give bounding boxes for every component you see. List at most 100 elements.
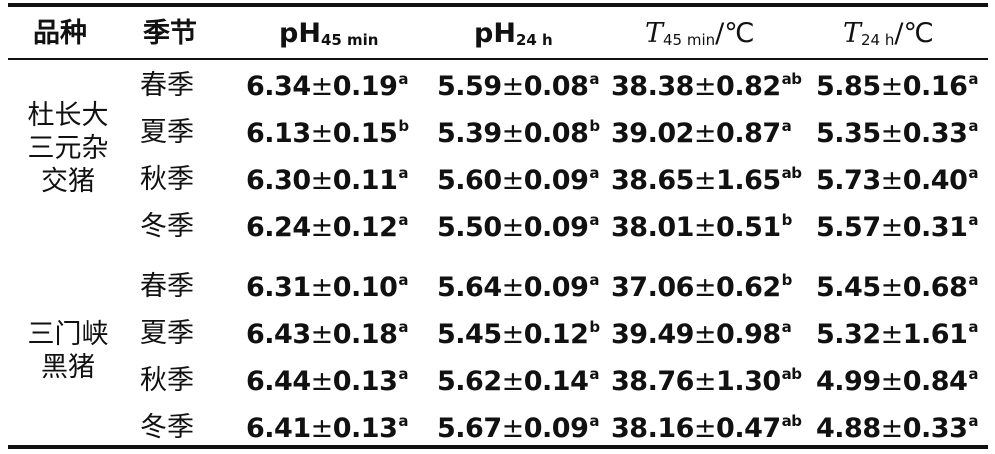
significance-letter: a <box>398 211 408 229</box>
value-cell-ph45: 6.43±0.18a <box>246 319 408 350</box>
plus-minus-symbol: ± <box>880 118 904 149</box>
plus-minus-symbol: ± <box>693 118 717 149</box>
breed-label-line: 三元杂 <box>27 133 109 164</box>
sd-value: 1.30 <box>716 366 781 397</box>
value-cell-ph24: 5.62±0.14a <box>437 366 599 397</box>
plus-minus-symbol: ± <box>693 366 717 397</box>
sd-value: 0.12 <box>332 212 398 243</box>
value-cell-t45: 37.06±0.62b <box>611 271 793 303</box>
sd-value: 0.13 <box>332 366 398 397</box>
significance-letter: a <box>398 164 408 182</box>
season-cell: 秋季 <box>140 164 194 195</box>
mean-value: 5.35 <box>816 118 881 149</box>
value-cell-t45: 38.16±0.47ab <box>611 413 802 444</box>
sd-value: 0.51 <box>716 212 781 243</box>
value-cell-ph45: 6.13±0.15b <box>246 118 409 149</box>
significance-letter: a <box>968 211 978 229</box>
mean-value: 5.45 <box>816 272 881 303</box>
value-cell-ph45: 6.24±0.12a <box>246 211 408 243</box>
value-cell-t24: 5.32±1.61a <box>816 319 978 350</box>
plus-minus-symbol: ± <box>501 413 525 444</box>
value-cell-ph45: 6.44±0.13a <box>246 365 408 397</box>
season-cell: 春季 <box>140 70 194 101</box>
value-cell-ph24: 5.45±0.12b <box>437 318 600 350</box>
breed-label-line: 交猪 <box>41 166 95 197</box>
sd-value: 0.09 <box>523 272 589 303</box>
breed-label-line: 黑猪 <box>41 352 95 383</box>
plus-minus-symbol: ± <box>501 212 525 243</box>
value-cell-t45: 38.01±0.51b <box>611 212 792 243</box>
sd-value: 0.14 <box>523 366 589 397</box>
mean-value: 5.39 <box>437 118 502 149</box>
sd-value: 0.12 <box>523 319 589 350</box>
plus-minus-symbol: ± <box>693 212 717 243</box>
breed-label-line: 杜长大 <box>27 100 109 131</box>
mean-value: 6.41 <box>246 413 311 444</box>
mean-value: 6.34 <box>246 71 311 102</box>
significance-letter: b <box>781 271 793 289</box>
mean-value: 5.62 <box>437 366 502 397</box>
sd-value: 0.40 <box>902 165 968 196</box>
significance-letter: a <box>781 117 792 135</box>
significance-letter: a <box>398 365 408 383</box>
significance-letter: a <box>781 318 792 336</box>
mean-value: 6.44 <box>246 366 311 397</box>
sd-value: 0.19 <box>332 71 398 102</box>
mean-value: 5.45 <box>437 319 502 350</box>
mean-value: 38.38 <box>611 71 694 102</box>
plus-minus-symbol: ± <box>693 319 717 350</box>
significance-letter: a <box>968 164 978 182</box>
header-ph24: pH24 h <box>474 18 553 49</box>
value-cell-t45: 39.49±0.98a <box>611 318 792 350</box>
value-cell-ph24: 5.39±0.08b <box>437 118 600 149</box>
sd-value: 0.84 <box>902 366 968 397</box>
season-cell: 冬季 <box>140 412 194 443</box>
plus-minus-symbol: ± <box>693 71 717 102</box>
value-cell-t24: 5.73±0.40a <box>816 164 978 196</box>
plus-minus-symbol: ± <box>501 71 525 102</box>
significance-letter: a <box>968 271 978 289</box>
sd-value: 1.65 <box>716 165 781 196</box>
plus-minus-symbol: ± <box>501 272 525 303</box>
significance-letter: a <box>589 271 599 289</box>
significance-letter: a <box>398 70 408 88</box>
header-ph45: pH45 min <box>279 18 379 49</box>
significance-letter: a <box>968 412 978 430</box>
sd-value: 0.11 <box>332 165 398 196</box>
plus-minus-symbol: ± <box>880 366 904 397</box>
breed-label: 杜长大 三元杂 交猪 <box>18 99 118 198</box>
value-cell-t24: 5.85±0.16a <box>816 71 978 102</box>
header-t45: T45 min/℃ <box>645 18 755 49</box>
breed-label-line: 三门峡 <box>27 319 109 350</box>
mean-value: 5.57 <box>816 212 881 243</box>
value-cell-ph24: 5.64±0.09a <box>437 271 599 303</box>
sd-value: 0.82 <box>716 71 781 102</box>
sd-value: 0.16 <box>902 71 968 102</box>
header-season: 季节 <box>143 18 197 49</box>
significance-letter: a <box>589 164 599 182</box>
significance-letter: a <box>398 412 408 430</box>
bottom-rule <box>8 445 988 449</box>
breed-label: 三门峡 黑猪 <box>18 318 118 384</box>
mean-value: 38.65 <box>611 165 694 196</box>
plus-minus-symbol: ± <box>310 71 334 102</box>
significance-letter: a <box>589 70 599 88</box>
significance-letter: a <box>398 271 408 289</box>
plus-minus-symbol: ± <box>693 272 717 303</box>
plus-minus-symbol: ± <box>310 319 334 350</box>
significance-letter: b <box>589 318 600 336</box>
value-cell-t24: 5.57±0.31a <box>816 211 978 243</box>
mean-value: 5.50 <box>437 212 502 243</box>
value-cell-ph45: 6.30±0.11a <box>246 164 408 196</box>
header-t24: T24 h/℃ <box>843 18 934 49</box>
sd-value: 0.15 <box>332 118 398 149</box>
sd-value: 0.47 <box>716 413 781 444</box>
sd-value: 0.33 <box>902 118 968 149</box>
plus-minus-symbol: ± <box>501 118 525 149</box>
sd-value: 1.61 <box>902 319 968 350</box>
plus-minus-symbol: ± <box>310 212 334 243</box>
sd-value: 0.31 <box>902 212 968 243</box>
sd-value: 0.62 <box>716 272 781 303</box>
significance-letter: a <box>968 117 978 135</box>
value-cell-t24: 4.99±0.84a <box>816 366 978 397</box>
